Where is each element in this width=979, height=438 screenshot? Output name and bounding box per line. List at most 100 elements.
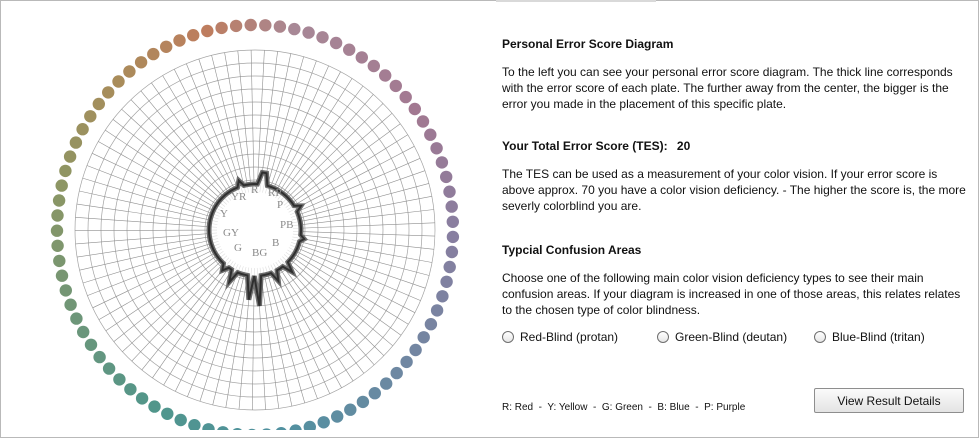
color-plate-cap bbox=[289, 424, 302, 437]
grid-spoke bbox=[237, 50, 252, 193]
error-score-line bbox=[207, 171, 306, 307]
radio-tritan[interactable] bbox=[814, 331, 826, 343]
hue-label-pb: PB bbox=[280, 219, 293, 231]
color-plate-cap bbox=[445, 200, 458, 213]
grid-spoke bbox=[287, 134, 408, 211]
color-plate-cap bbox=[187, 29, 200, 42]
grid-spoke bbox=[285, 123, 401, 208]
grid-spoke bbox=[288, 146, 415, 213]
top-accent-line bbox=[496, 0, 656, 2]
grid-spoke bbox=[224, 52, 249, 193]
option-protan[interactable]: Red-Blind (protan) bbox=[502, 330, 618, 344]
grid-spoke bbox=[281, 256, 385, 356]
color-legend: R: Red - Y: Yellow - G: Green - B: Blue … bbox=[502, 402, 746, 413]
grid-spoke bbox=[199, 266, 244, 402]
color-plate-cap bbox=[215, 21, 228, 35]
color-plate-cap bbox=[63, 150, 77, 163]
color-plate-cap bbox=[400, 355, 413, 369]
grid-spoke bbox=[292, 236, 433, 263]
color-plate-cap bbox=[135, 392, 149, 405]
color-plate-cap bbox=[430, 304, 444, 317]
grid-spoke bbox=[82, 240, 219, 284]
color-plate-cap bbox=[201, 24, 214, 38]
color-plate-cap bbox=[229, 19, 243, 33]
color-plate-cap bbox=[102, 362, 116, 375]
grid-spoke bbox=[272, 71, 341, 197]
hue-label-bg: BG bbox=[252, 247, 267, 259]
color-plate-cap bbox=[446, 215, 459, 228]
color-plate-cap bbox=[174, 413, 187, 427]
grid-spoke bbox=[283, 113, 393, 206]
grid-spoke bbox=[105, 129, 224, 210]
color-plate-cap bbox=[70, 312, 83, 325]
radio-protan[interactable] bbox=[502, 331, 514, 343]
grid-spoke bbox=[140, 90, 232, 201]
color-plate-cap bbox=[55, 179, 68, 192]
color-plate-cap bbox=[112, 75, 125, 88]
grid-spoke bbox=[75, 217, 218, 228]
error-score-diagram: R RP P PB B BG G GY Y YR bbox=[40, 10, 470, 438]
color-plate-cap bbox=[123, 65, 136, 78]
grid-spoke bbox=[130, 99, 230, 203]
color-plate-cap bbox=[302, 26, 315, 39]
grid-spoke bbox=[267, 60, 317, 195]
grid-spoke bbox=[82, 177, 219, 220]
color-plate-cap bbox=[399, 90, 412, 104]
color-plate-cap bbox=[409, 343, 422, 357]
grid-spoke bbox=[290, 170, 425, 218]
color-plate-cap bbox=[417, 331, 430, 344]
grid-spoke bbox=[113, 253, 226, 342]
color-plate-cap bbox=[59, 284, 72, 297]
color-plate-cap bbox=[52, 194, 66, 207]
color-plate-cap bbox=[430, 142, 443, 155]
grid-ring bbox=[139, 114, 371, 346]
grid-spoke bbox=[131, 257, 230, 362]
color-plate-cap bbox=[51, 209, 64, 222]
hue-label-yr: YR bbox=[231, 191, 247, 203]
option-tritan[interactable]: Blue-Blind (tritan) bbox=[814, 330, 925, 344]
diagram-svg: R RPP PBB BG G GY YYR bbox=[50, 18, 460, 438]
tes-line: Your Total Error Score (TES): 20 bbox=[502, 138, 972, 154]
grid-spoke bbox=[277, 260, 365, 374]
color-plate-cap bbox=[92, 97, 105, 111]
grid-spoke bbox=[163, 262, 236, 386]
color-plate-cap bbox=[303, 420, 316, 434]
color-plate-cap bbox=[113, 373, 126, 386]
grid-spoke bbox=[152, 261, 234, 379]
grid-spoke bbox=[212, 266, 247, 406]
grid-spoke bbox=[288, 247, 416, 313]
grid-spoke bbox=[262, 267, 293, 407]
grid-spoke bbox=[112, 119, 226, 207]
grid-spoke bbox=[187, 265, 241, 397]
color-plate-cap bbox=[275, 427, 288, 438]
color-plate-cap bbox=[440, 275, 453, 288]
grid-spoke bbox=[289, 158, 421, 216]
grid-spoke bbox=[262, 53, 292, 193]
grid-spoke bbox=[265, 56, 304, 194]
color-plate-cap bbox=[59, 164, 72, 178]
view-result-details-button[interactable]: View Result Details bbox=[814, 388, 964, 413]
color-plate-cap bbox=[435, 156, 449, 169]
grid-spoke bbox=[211, 55, 247, 194]
grid-spoke bbox=[270, 65, 329, 196]
color-plate-cap bbox=[408, 102, 421, 116]
color-plate-cap bbox=[446, 230, 460, 244]
color-plate-cap bbox=[148, 400, 161, 413]
color-plate-cap bbox=[445, 245, 459, 259]
option-deutan[interactable]: Green-Blind (deutan) bbox=[657, 330, 787, 344]
radio-deutan[interactable] bbox=[657, 331, 669, 343]
grid-spoke bbox=[87, 243, 220, 296]
color-plate-cap bbox=[368, 387, 381, 400]
grid-spoke bbox=[277, 85, 364, 200]
color-plate-cap bbox=[102, 86, 115, 99]
color-plate-cap bbox=[231, 428, 244, 438]
hue-label-b: B bbox=[272, 237, 279, 249]
color-plate-cap bbox=[343, 43, 356, 56]
grid-spoke bbox=[74, 229, 218, 231]
grid-spoke bbox=[79, 190, 218, 223]
color-plate-cap bbox=[443, 260, 456, 274]
grid-spoke bbox=[265, 266, 306, 404]
color-plate-cap bbox=[379, 69, 392, 82]
grid-spoke bbox=[225, 267, 250, 408]
